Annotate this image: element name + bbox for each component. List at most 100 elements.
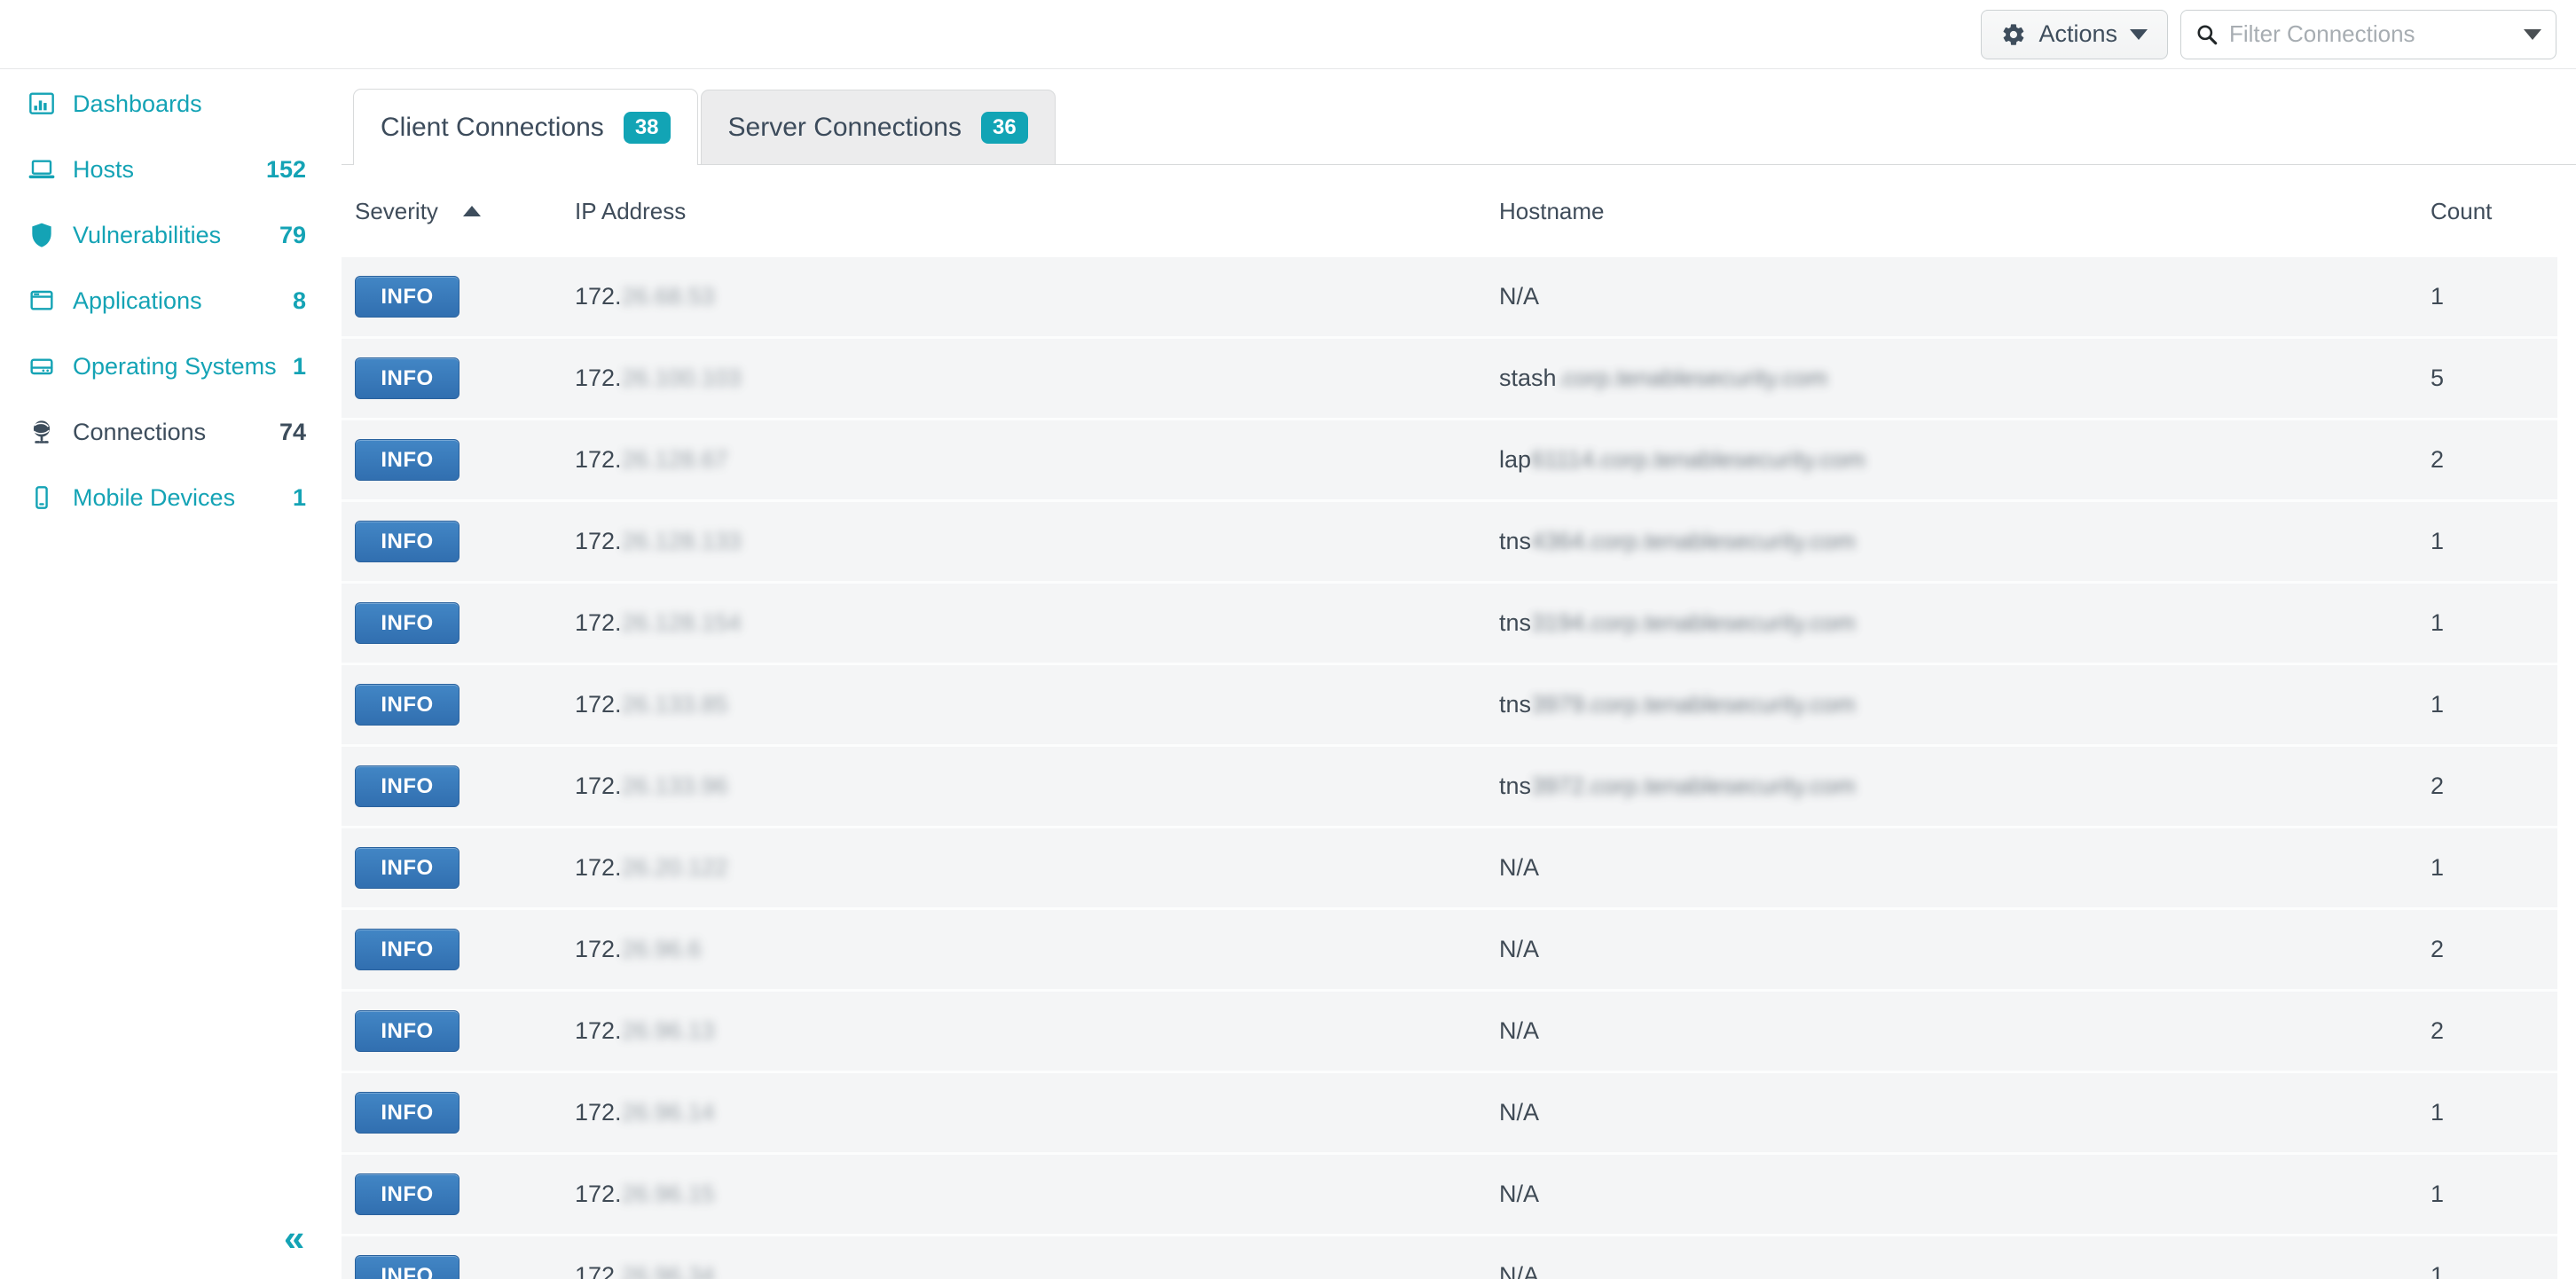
severity-badge[interactable]: INFO: [355, 521, 459, 562]
severity-badge[interactable]: INFO: [355, 276, 459, 318]
hostname-cell: N/A: [1499, 1017, 1540, 1044]
count-cell: 1: [2431, 283, 2445, 310]
sidebar-item-connections[interactable]: Connections 74: [0, 399, 342, 465]
severity-badge[interactable]: INFO: [355, 1255, 459, 1279]
table-row[interactable]: INFO 172.26.96.15 N/A 1: [342, 1155, 2557, 1236]
vulnerabilities-icon: [27, 220, 57, 250]
table-row[interactable]: INFO 172.26.96.14 N/A 1: [342, 1073, 2557, 1155]
hostname-cell: tns4364.corp.tenablesecurity.com: [1499, 528, 1856, 554]
table-row[interactable]: INFO 172.26.133.85 tns3979.corp.tenables…: [342, 665, 2557, 747]
tab-server-connections[interactable]: Server Connections 36: [700, 90, 1056, 164]
sidebar-item-label: Dashboards: [73, 90, 202, 117]
table-row[interactable]: INFO 172.26.96.34 N/A 1: [342, 1236, 2557, 1279]
sidebar-item-label: Connections: [73, 418, 207, 445]
severity-badge[interactable]: INFO: [355, 439, 459, 481]
redacted-hostname-text: 61114.corp.tenablesecurity.com: [1531, 446, 1865, 473]
gear-icon: [2001, 22, 2026, 47]
sidebar-item-count: 1: [292, 352, 306, 380]
count-cell: 1: [2431, 1262, 2445, 1279]
severity-badge[interactable]: INFO: [355, 1173, 459, 1215]
filter-connections-box[interactable]: [2180, 9, 2556, 59]
actions-button-label: Actions: [2038, 20, 2117, 47]
redacted-ip-text: 26.96.6: [621, 936, 702, 962]
sidebar-item-label: Applications: [73, 286, 202, 314]
redacted-ip-text: 26.128.133: [621, 528, 742, 554]
column-header-ip-address[interactable]: IP Address: [575, 197, 687, 224]
table-row[interactable]: INFO 172.26.20.122 N/A 1: [342, 828, 2557, 910]
ip-address-cell: 172.26.96.14: [575, 1099, 715, 1126]
sidebar-item-operating-systems[interactable]: Operating Systems 1: [0, 333, 342, 399]
count-cell: 1: [2431, 528, 2445, 554]
ip-address-cell: 172.26.96.15: [575, 1181, 715, 1207]
count-cell: 2: [2431, 936, 2445, 962]
column-header-count[interactable]: Count: [2431, 197, 2493, 224]
severity-badge[interactable]: INFO: [355, 602, 459, 644]
table-row[interactable]: INFO 172.26.96.13 N/A 2: [342, 992, 2557, 1073]
count-cell: 2: [2431, 1017, 2445, 1044]
column-header-hostname[interactable]: Hostname: [1499, 197, 1605, 224]
table-body: INFO 172.26.68.53 N/A 1 INFO 172.26.100.…: [342, 257, 2557, 1279]
severity-badge[interactable]: INFO: [355, 765, 459, 807]
count-cell: 1: [2431, 1181, 2445, 1207]
redacted-hostname-text: 3979.corp.tenablesecurity.com: [1531, 691, 1856, 718]
redacted-ip-text: 26.128.67: [621, 446, 728, 473]
ip-address-cell: 172.26.133.96: [575, 773, 728, 799]
sidebar-item-dashboards[interactable]: Dashboards: [0, 71, 342, 137]
ip-address-cell: 172.26.100.103: [575, 365, 742, 391]
content-panel: Client Connections 38 Server Connections…: [342, 69, 2576, 1279]
ip-address-cell: 172.26.96.34: [575, 1262, 1499, 1279]
severity-badge[interactable]: INFO: [355, 847, 459, 889]
table-row[interactable]: INFO 172.26.128.67 lap61114.corp.tenable…: [342, 420, 2557, 502]
filter-dropdown-caret-icon[interactable]: [2524, 28, 2541, 40]
actions-button[interactable]: Actions: [1981, 9, 2168, 59]
redacted-ip-text: 26.68.53: [621, 283, 715, 310]
severity-badge[interactable]: INFO: [355, 1010, 459, 1052]
sidebar-item-applications[interactable]: Applications 8: [0, 268, 342, 333]
table-row[interactable]: INFO 172.26.100.103 stash.corp.tenablese…: [342, 339, 2557, 420]
hostname-cell: tns3979.corp.tenablesecurity.com: [1499, 691, 1856, 718]
redacted-ip-text: 26.96.15: [621, 1181, 715, 1207]
table-row[interactable]: INFO 172.26.128.133 tns4364.corp.tenable…: [342, 502, 2557, 584]
filter-input[interactable]: [2229, 20, 2513, 48]
sidebar-item-vulnerabilities[interactable]: Vulnerabilities 79: [0, 202, 342, 268]
count-cell: 2: [2431, 773, 2445, 799]
redacted-ip-text: 26.96.34: [621, 1262, 715, 1279]
search-icon: [2195, 23, 2219, 46]
column-header-severity[interactable]: Severity: [355, 198, 575, 225]
sidebar-collapse-icon[interactable]: «: [284, 1217, 305, 1259]
redacted-hostname-text: .corp.tenablesecurity.com: [1556, 365, 1828, 391]
redacted-ip-text: 26.96.13: [621, 1017, 715, 1044]
sidebar-item-count: 74: [279, 418, 306, 445]
severity-badge[interactable]: INFO: [355, 357, 459, 399]
tab-count-badge: 36: [980, 111, 1028, 144]
ip-address-cell: 172.26.128.67: [575, 446, 728, 473]
connections-icon: [27, 417, 57, 447]
severity-badge[interactable]: INFO: [355, 929, 459, 970]
redacted-ip-text: 26.100.103: [621, 365, 742, 391]
redacted-ip-text: 26.133.85: [621, 691, 728, 718]
severity-badge[interactable]: INFO: [355, 1092, 459, 1134]
sidebar-item-hosts[interactable]: Hosts 152: [0, 137, 342, 202]
table-row[interactable]: INFO 172.26.133.96 tns3972.corp.tenables…: [342, 747, 2557, 828]
hostname-cell: N/A: [1499, 283, 1540, 310]
tab-client-connections[interactable]: Client Connections 38: [353, 89, 698, 165]
sidebar-item-label: Hosts: [73, 155, 135, 183]
applications-icon: [27, 286, 57, 316]
ip-address-cell: 172.26.96.13: [575, 1017, 715, 1044]
severity-badge[interactable]: INFO: [355, 684, 459, 726]
tab-label: Client Connections: [381, 112, 604, 142]
table-row[interactable]: INFO 172.26.96.6 N/A 2: [342, 910, 2557, 992]
ip-address-cell: 172.26.128.154: [575, 609, 742, 636]
sidebar: Dashboards Hosts 152 Vulnerabilities 79 …: [0, 69, 342, 1278]
sidebar-item-label: Vulnerabilities: [73, 221, 222, 248]
sidebar-item-count: 1: [292, 483, 306, 511]
operating-systems-icon: [27, 351, 57, 381]
table-row[interactable]: INFO 172.26.128.154 tns3194.corp.tenable…: [342, 584, 2557, 665]
count-cell: 1: [2431, 691, 2445, 718]
table-row[interactable]: INFO 172.26.68.53 N/A 1: [342, 257, 2557, 339]
count-cell: 2: [2431, 446, 2445, 473]
sidebar-item-count: 152: [265, 155, 306, 183]
hostname-cell: tns3194.corp.tenablesecurity.com: [1499, 609, 1856, 636]
sidebar-item-mobile-devices[interactable]: Mobile Devices 1: [0, 465, 342, 530]
count-cell: 1: [2431, 1099, 2445, 1126]
